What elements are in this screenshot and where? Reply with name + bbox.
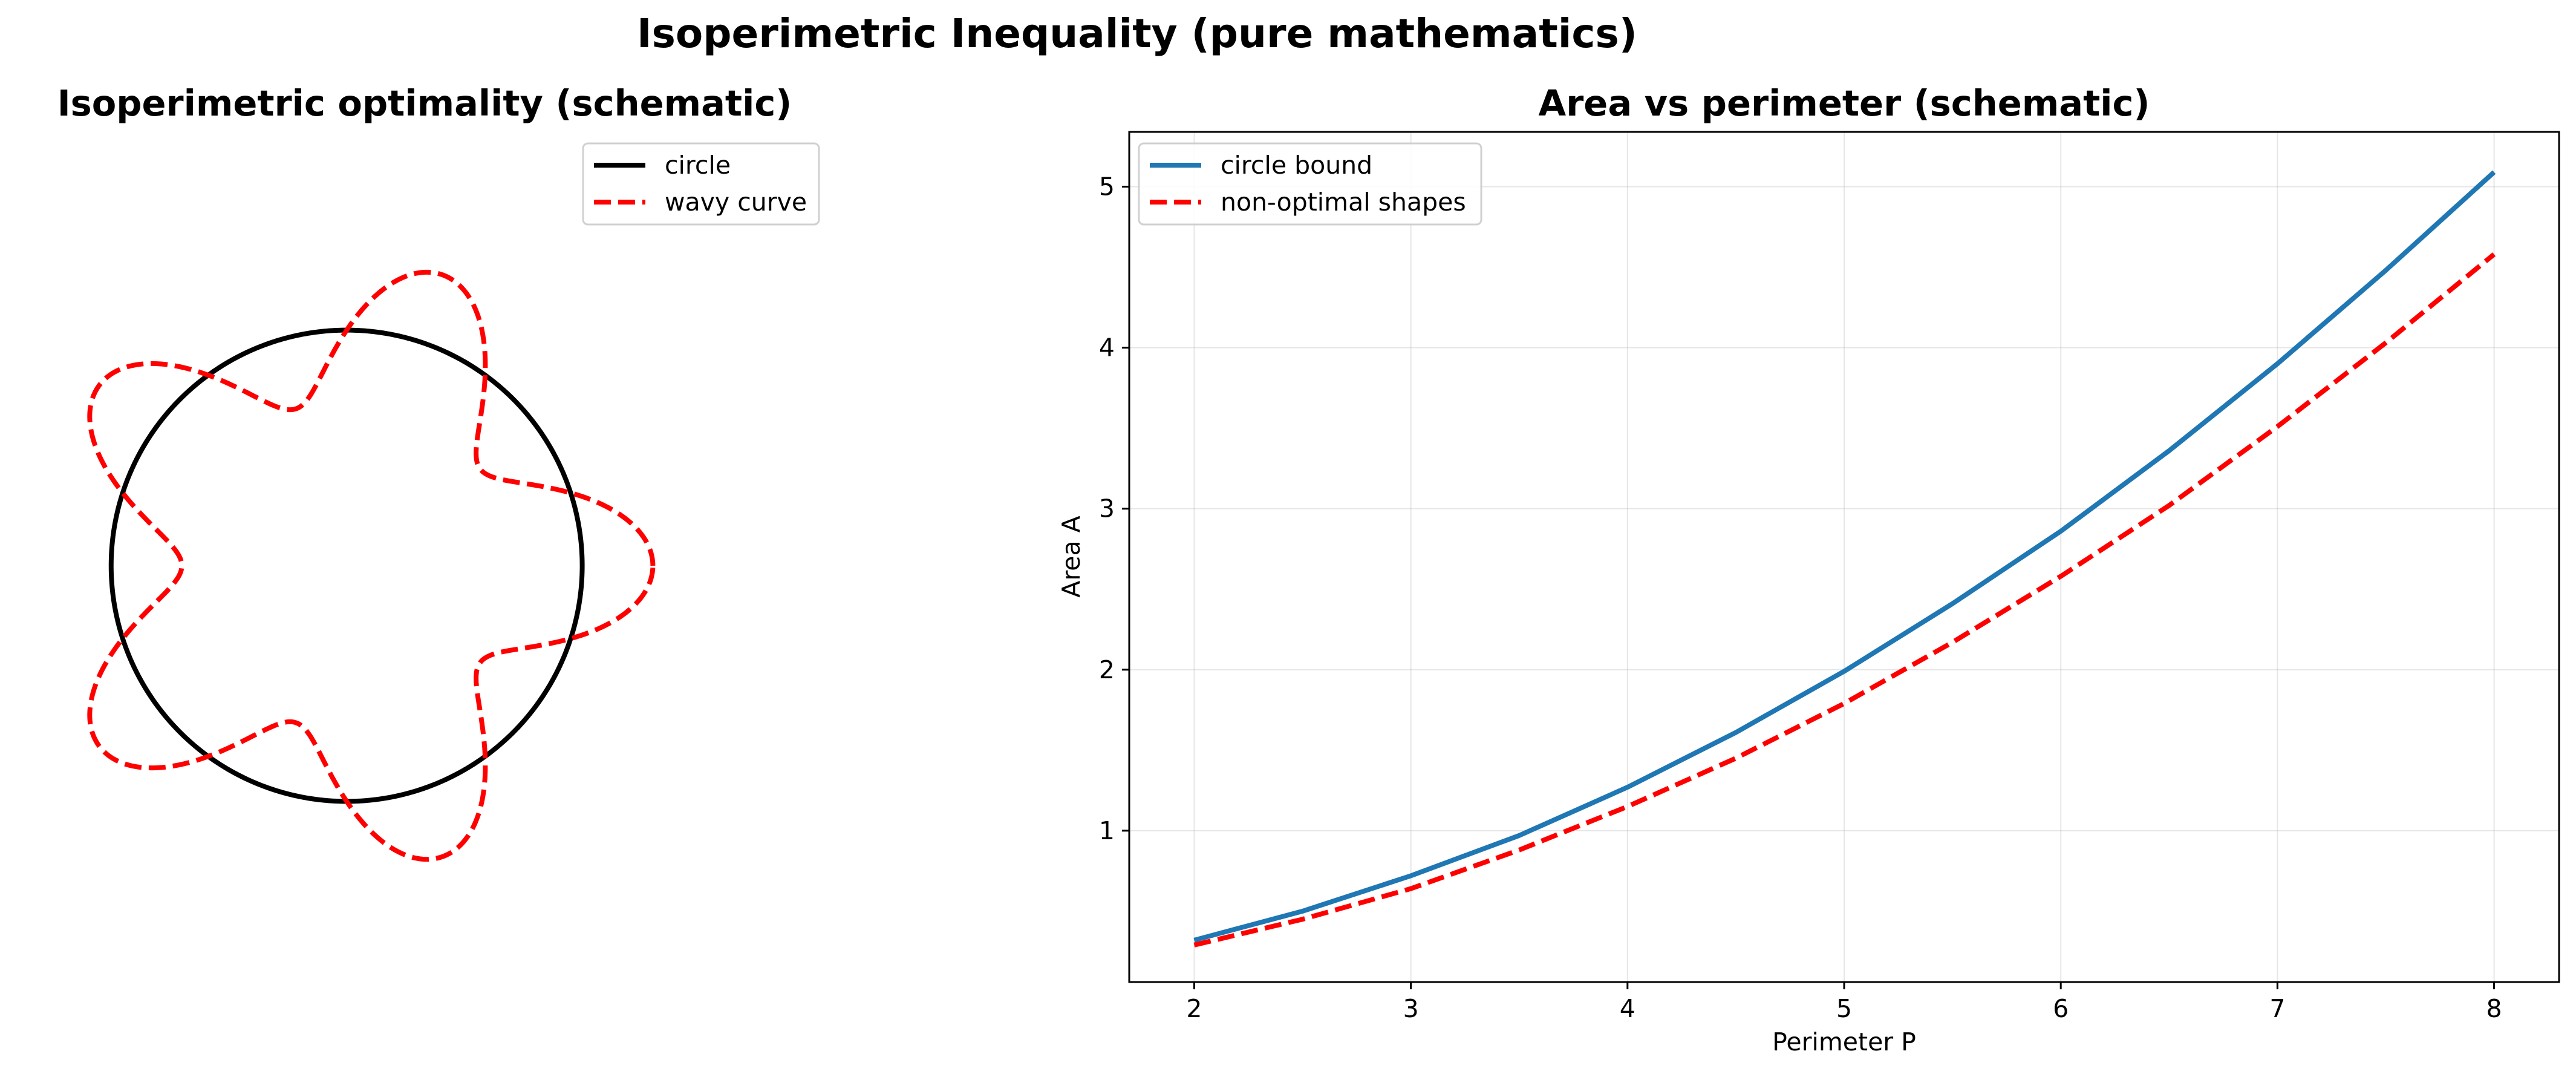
x-tick-label: 3 (1403, 994, 1419, 1023)
right-lines (1193, 170, 2496, 948)
y-tick-label: 2 (1099, 655, 1115, 684)
circle-bound-series-line (1193, 170, 2496, 943)
figure-title: Isoperimetric Inequality (pure mathemati… (637, 10, 1637, 57)
right-legend: circle bound non-optimal shapes (1138, 142, 1482, 226)
left-panel-title: Isoperimetric optimality (schematic) (57, 82, 792, 124)
x-tick-label: 4 (1620, 994, 1635, 1023)
x-tick-label: 8 (2486, 994, 2502, 1023)
x-tick-label: 6 (2053, 994, 2069, 1023)
right-panel: Area vs perimeter (schematic) 2 3 4 5 6 7 8 1 2 3… (1057, 82, 2560, 1056)
x-tick-label: 7 (2269, 994, 2285, 1023)
right-ticks: 2 3 4 5 6 7 8 1 2 3 4 5 (1099, 172, 2502, 1023)
left-legend: circle wavy curve (582, 142, 820, 226)
right-y-axis-label: Area A (1057, 516, 1086, 597)
left-panel: Isoperimetric optimality (schematic) cir… (57, 82, 820, 862)
y-tick-label: 3 (1099, 494, 1115, 523)
left-legend-wavy-label: wavy curve (665, 188, 807, 217)
y-tick-label: 5 (1099, 172, 1115, 201)
y-tick-label: 4 (1099, 333, 1115, 362)
right-legend-frame (1138, 142, 1482, 226)
right-legend-non-optimal-label: non-optimal shapes (1221, 188, 1466, 217)
x-tick-label: 2 (1186, 994, 1202, 1023)
right-legend-circle-bound-label: circle bound (1221, 151, 1372, 180)
right-panel-title: Area vs perimeter (schematic) (1539, 82, 2150, 124)
left-legend-circle-label: circle (665, 151, 731, 180)
circle-series-line (108, 327, 585, 804)
wavy-curve-series-line (87, 269, 656, 862)
y-tick-label: 1 (1099, 816, 1115, 845)
right-x-axis-label: Perimeter P (1772, 1027, 1916, 1056)
non-optimal-shapes-series-line (1193, 252, 2496, 948)
x-tick-label: 5 (1836, 994, 1852, 1023)
